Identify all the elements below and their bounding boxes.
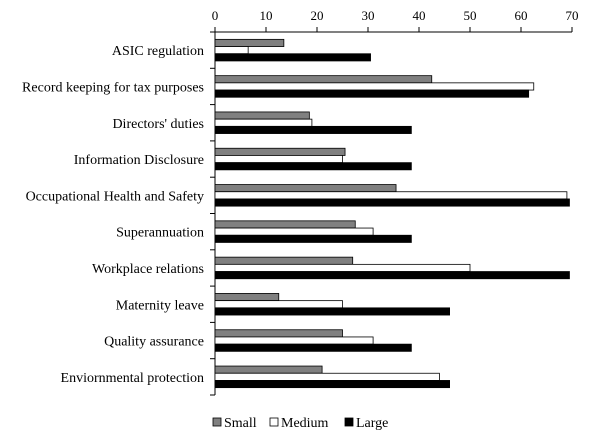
bar-medium: [214, 336, 374, 345]
bar-small: [214, 365, 323, 374]
bar-large: [214, 343, 412, 352]
bar-large: [214, 89, 530, 98]
bar-large: [214, 162, 412, 171]
legend-label: Large: [356, 416, 388, 431]
category-label: Occupational Health and Safety: [26, 189, 204, 204]
bar-large: [214, 198, 570, 207]
x-tick-label: 40: [413, 8, 426, 23]
x-tick-label: 10: [260, 8, 273, 23]
category-label: Workplace relations: [92, 262, 204, 277]
x-tick-label: 50: [464, 8, 477, 23]
bar-large: [214, 271, 570, 280]
category-labels: ASIC regulation Record keeping for tax pu…: [22, 31, 215, 396]
bar-large: [214, 125, 412, 134]
x-tick-label: 20: [311, 8, 324, 23]
legend-label: Medium: [281, 416, 329, 431]
x-tick-label: 70: [566, 8, 579, 23]
bar-large: [214, 234, 412, 243]
category-label: Directors' duties: [112, 117, 204, 132]
bar-large: [214, 380, 451, 389]
bar-small: [214, 75, 433, 84]
bar-medium: [214, 263, 471, 272]
category-label: Maternity leave: [116, 298, 204, 313]
bar-medium: [214, 227, 374, 236]
legend-swatch: [212, 417, 222, 427]
bar-medium: [214, 118, 313, 127]
bar-small: [214, 256, 354, 265]
category-label: Enviornmental protection: [61, 371, 204, 386]
bar-large: [214, 307, 451, 316]
bar-medium: [214, 372, 440, 381]
bar-large: [214, 53, 371, 62]
bars: [214, 38, 570, 389]
x-tick-label: 30: [362, 8, 375, 23]
bar-small: [214, 147, 346, 156]
bar-medium: [214, 155, 343, 164]
bar-small: [214, 293, 280, 302]
category-label: Record keeping for tax purposes: [22, 80, 204, 95]
bar-small: [214, 111, 310, 120]
x-tick-label: 60: [515, 8, 528, 23]
legend-swatch: [344, 417, 354, 427]
legend-swatch: [269, 417, 279, 427]
legend-label: Small: [224, 416, 257, 431]
bar-medium: [214, 191, 568, 200]
bar-small: [214, 184, 397, 193]
bar-small: [214, 38, 285, 47]
legend: Small Medium Large: [212, 416, 388, 431]
bar-medium: [214, 46, 249, 55]
category-label: Information Disclosure: [74, 153, 204, 168]
category-label: Superannuation: [116, 226, 204, 241]
category-label: ASIC regulation: [112, 44, 204, 59]
bar-medium: [214, 300, 343, 309]
bar-small: [214, 220, 356, 229]
bar-medium: [214, 82, 535, 91]
x-tick-label: 0: [212, 8, 219, 23]
bar-small: [214, 329, 343, 338]
category-label: Quality assurance: [104, 335, 204, 350]
